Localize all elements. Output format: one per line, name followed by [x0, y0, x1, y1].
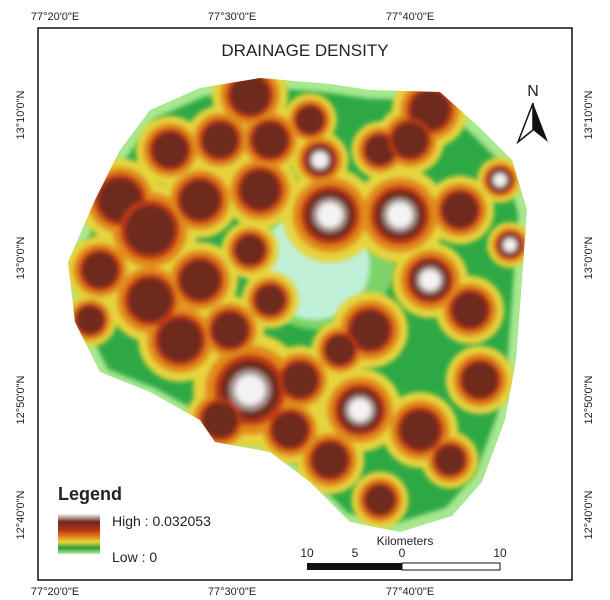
coord-label: 77°40'0"E — [386, 586, 434, 598]
coord-label: 77°20'0"E — [31, 586, 79, 598]
coord-label: 77°40'0"E — [386, 11, 434, 23]
scale-segment — [307, 563, 402, 570]
raster-ring — [202, 122, 238, 158]
coord-label: 77°30'0"E — [208, 586, 256, 598]
raster-ring — [392, 122, 428, 158]
raster-ring — [442, 192, 478, 228]
legend-title: Legend — [58, 484, 122, 504]
legend-high: High : 0.032053 — [112, 513, 211, 529]
raster-ring — [252, 122, 288, 158]
raster-ring — [82, 252, 118, 288]
coord-label: 13°0'0"N — [583, 237, 595, 280]
coord-label: 13°10'0"N — [583, 90, 595, 139]
north-arrow: N — [518, 83, 548, 142]
raster-peak — [420, 270, 440, 290]
raster-peak — [388, 203, 413, 228]
raster-ring — [325, 335, 355, 365]
scale-segment — [402, 563, 500, 570]
raster-ring — [452, 292, 488, 328]
raster-ring — [312, 442, 348, 478]
arrow-right — [533, 103, 548, 142]
coord-label: 13°10'0"N — [15, 90, 27, 139]
map-title: DRAINAGE DENSITY — [221, 41, 388, 60]
raster-ring — [296, 106, 324, 134]
scale-label: 5 — [352, 546, 359, 560]
raster-ring — [255, 285, 285, 315]
coord-label: 13°0'0"N — [15, 237, 27, 280]
raster-ring — [212, 312, 248, 348]
coord-label: 12°40'0"N — [583, 490, 595, 539]
scale-label: 10 — [493, 546, 507, 560]
raster-peak — [235, 375, 265, 405]
raster-ring — [128, 278, 172, 322]
coord-label: 12°50'0"N — [583, 375, 595, 424]
raster-peak — [318, 203, 343, 228]
drainage-raster — [60, 57, 540, 540]
scale-bar: Kilometers 10 5 0 10 — [300, 534, 507, 570]
arrow-left — [518, 103, 533, 142]
raster-peak — [504, 239, 516, 251]
raster-ring — [125, 205, 175, 255]
raster-ring — [400, 410, 440, 450]
raster-peak — [494, 174, 506, 186]
coord-label: 77°20'0"E — [31, 11, 79, 23]
map-page: DRAINAGE DENSITY N Legend High : 0.03205… — [0, 0, 610, 600]
legend-ramp — [58, 514, 100, 554]
raster-ring — [76, 306, 104, 334]
scale-label: 10 — [300, 546, 314, 560]
raster-peak — [349, 399, 371, 421]
raster-ring — [158, 318, 202, 362]
legend: Legend High : 0.032053 Low : 0 — [58, 484, 211, 565]
raster-ring — [272, 412, 308, 448]
raster-ring — [152, 132, 188, 168]
scale-label: 0 — [399, 546, 406, 560]
raster-ring — [202, 402, 238, 438]
raster-ring — [240, 170, 280, 210]
legend-low: Low : 0 — [112, 549, 157, 565]
coord-label: 77°30'0"E — [208, 11, 256, 23]
raster-ring — [180, 260, 220, 300]
north-label: N — [527, 83, 539, 100]
raster-ring — [282, 362, 318, 398]
raster-ring — [462, 362, 498, 398]
raster-peak — [313, 153, 328, 168]
raster-ring — [230, 75, 270, 115]
coord-label: 12°40'0"N — [15, 490, 27, 539]
raster-ring — [435, 445, 465, 475]
coord-label: 12°50'0"N — [15, 375, 27, 424]
raster-ring — [235, 235, 265, 265]
raster-ring — [180, 180, 220, 220]
raster-ring — [365, 485, 395, 515]
